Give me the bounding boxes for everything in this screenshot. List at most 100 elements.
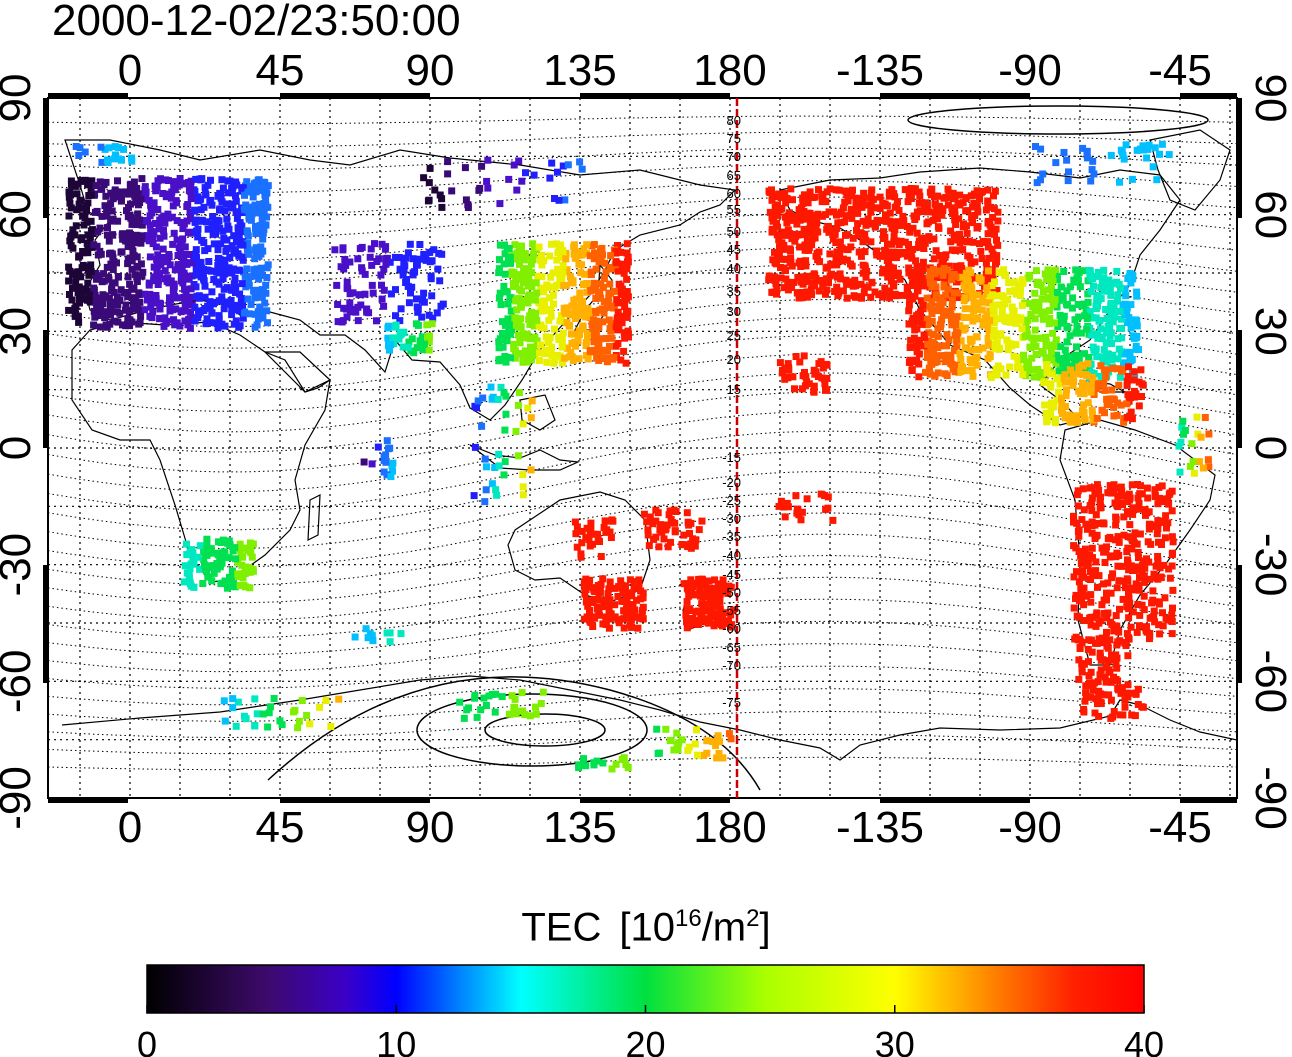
tec-cell — [1114, 399, 1121, 407]
tec-cell — [558, 312, 566, 320]
tec-cell — [961, 305, 969, 313]
colorbar-ticks: 0 10 20 30 40 — [137, 1005, 1164, 1057]
tec-cell — [477, 706, 485, 714]
tec-cell — [75, 295, 83, 302]
tec-cell — [612, 760, 620, 768]
tec-cell — [1087, 272, 1095, 280]
tec-cell — [501, 270, 509, 278]
tec-cell — [1158, 541, 1165, 548]
tec-cell — [96, 178, 104, 186]
tec-cell — [567, 310, 575, 318]
tec-cell — [236, 322, 244, 330]
tec-cell — [473, 713, 481, 721]
tec-cell — [923, 317, 931, 325]
tec-cell — [551, 195, 558, 202]
tec-cell — [334, 318, 342, 326]
tec-cell — [241, 191, 248, 199]
tec-cell — [327, 723, 335, 730]
tec-cell — [831, 288, 839, 295]
tec-cell — [680, 531, 688, 539]
tec-cell — [623, 307, 630, 315]
tec-cell — [1136, 530, 1144, 538]
tec-cell — [138, 232, 146, 240]
tec-cell — [501, 458, 509, 466]
tec-cell — [849, 186, 856, 194]
tec-cell — [1092, 511, 1100, 519]
tec-cell — [967, 346, 975, 354]
tec-cell — [102, 178, 110, 186]
tec-cell — [194, 553, 202, 561]
tec-cell — [623, 313, 631, 321]
tec-cell — [775, 232, 783, 240]
tec-cell — [1126, 599, 1134, 607]
tec-cell — [378, 295, 386, 303]
tec-cell — [941, 358, 949, 366]
tec-cell — [1094, 330, 1101, 338]
tec-cell — [1103, 628, 1110, 636]
tec-cell — [197, 206, 205, 214]
tec-cell — [462, 196, 470, 204]
tec-cell — [571, 315, 579, 322]
tec-cell — [1117, 315, 1125, 323]
tec-cell — [113, 259, 120, 267]
tec-cell — [505, 245, 513, 252]
tec-cell — [554, 265, 562, 273]
tec-cell — [1107, 552, 1115, 560]
tec-cell — [187, 582, 195, 590]
tec-cell — [106, 320, 114, 328]
tec-cell — [1088, 373, 1096, 381]
tec-cell — [614, 242, 621, 249]
tec-cell — [1088, 369, 1095, 377]
tec-cell — [1077, 552, 1085, 560]
tec-cell — [967, 259, 975, 267]
tec-cell — [586, 542, 594, 550]
tec-cell — [1048, 282, 1055, 289]
tec-cell — [847, 209, 855, 217]
tec-cell — [582, 313, 590, 321]
tec-cell — [397, 305, 405, 313]
tec-cell — [1075, 532, 1083, 540]
tec-cell — [174, 263, 182, 271]
tec-cell — [1135, 499, 1143, 507]
tec-cell — [87, 217, 95, 225]
tec-cell — [670, 746, 678, 754]
tec-cell — [1162, 512, 1170, 520]
tec-cell — [1104, 323, 1112, 330]
tec-cell — [502, 410, 510, 418]
tec-cell — [879, 269, 886, 277]
tec-cell — [243, 279, 250, 287]
tec-cell — [1060, 149, 1068, 156]
tec-cell — [558, 275, 566, 283]
tec-cell — [371, 240, 378, 248]
tec-cell — [105, 294, 113, 302]
tec-cell — [933, 358, 941, 366]
tec-cell — [922, 368, 929, 376]
tec-cell — [1083, 558, 1091, 566]
tec-cell — [204, 302, 212, 310]
tec-cell — [501, 426, 509, 434]
tec-cell — [936, 267, 944, 275]
tec-cell — [934, 332, 942, 340]
tec-cell — [373, 258, 381, 265]
tec-cell — [221, 322, 229, 330]
tec-cell — [953, 278, 960, 286]
tec-cell — [1114, 492, 1122, 500]
tec-cell — [629, 601, 637, 608]
tec-cell — [229, 286, 237, 294]
tec-cell — [1136, 622, 1143, 630]
tec-cell — [855, 248, 863, 256]
tec-cell — [909, 224, 917, 232]
tec-cell — [606, 578, 614, 586]
tec-cell — [864, 201, 872, 209]
tec-cell — [507, 321, 515, 329]
tec-cell — [1143, 555, 1150, 563]
tec-cell — [1002, 371, 1010, 379]
mlat-label: 80 — [727, 113, 741, 128]
tec-cell — [587, 268, 595, 276]
tec-cell — [953, 342, 961, 350]
tec-cell — [264, 261, 272, 269]
tec-cell — [413, 344, 421, 352]
tec-cell — [901, 186, 909, 194]
tec-cell — [1075, 548, 1083, 555]
tec-cell — [105, 144, 113, 152]
